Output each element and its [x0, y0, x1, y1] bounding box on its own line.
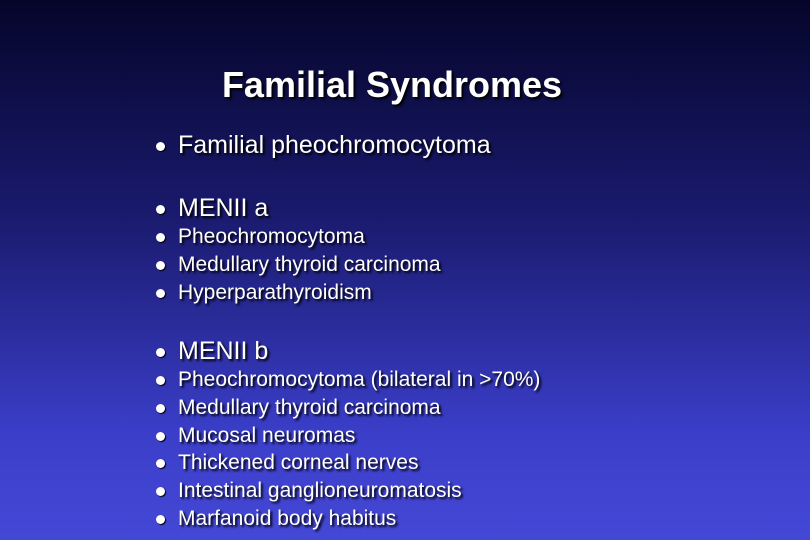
list-item: Medullary thyroid carcinoma [156, 252, 441, 276]
list-item: Thickened corneal nerves [155, 451, 419, 475]
section-heading: MENII a [155, 194, 269, 222]
section-heading: MENII b [155, 337, 269, 365]
list-item: Intestinal ganglioneuromatosis [156, 479, 462, 503]
list-item: Pheochromocytoma (bilateral in >70%) [155, 368, 541, 391]
list-item: Medullary thyroid carcinoma [156, 395, 441, 419]
title: Familial Syndromes [221, 64, 563, 105]
section-heading: Familial pheochromocytoma [156, 131, 491, 159]
list-item: Hyperparathyroidism [156, 280, 372, 304]
list-item: Marfanoid body habitus [155, 507, 397, 530]
list-item: Pheochromocytoma [156, 225, 365, 248]
list-item: Mucosal neuromas [155, 423, 356, 447]
